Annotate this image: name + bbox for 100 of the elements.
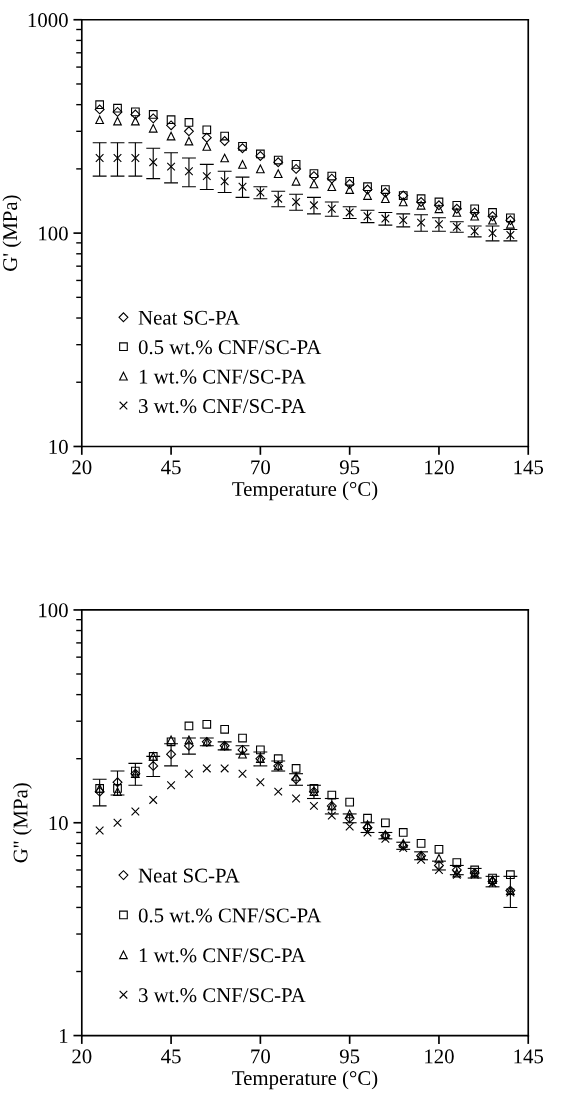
point — [416, 838, 426, 848]
point — [95, 100, 105, 110]
point — [488, 215, 497, 225]
point — [291, 176, 301, 186]
x-tick-label: 70 — [251, 1049, 270, 1064]
point — [380, 187, 391, 198]
point — [381, 214, 390, 223]
point — [327, 790, 337, 800]
point — [166, 162, 176, 171]
y-axis-title: G'' (MPa) — [12, 783, 32, 863]
point — [148, 760, 159, 771]
point — [130, 116, 140, 126]
point — [184, 735, 194, 745]
point — [309, 179, 319, 189]
point — [202, 141, 212, 151]
point — [291, 794, 301, 803]
point — [95, 826, 105, 835]
x-axis-title: Temperature (°C) — [232, 481, 378, 501]
point — [273, 169, 283, 179]
point — [166, 131, 176, 141]
point — [416, 200, 426, 210]
point — [202, 719, 212, 729]
point — [398, 197, 408, 207]
point — [184, 118, 194, 127]
point — [434, 204, 444, 214]
point — [113, 103, 122, 113]
point — [202, 171, 212, 181]
point — [113, 784, 122, 793]
point — [94, 104, 105, 115]
point — [451, 203, 462, 214]
point — [488, 208, 497, 217]
point — [291, 772, 301, 781]
legend-label: 0.5 wt.% CNF/SC-PA — [138, 908, 322, 923]
x-tick-label: 95 — [339, 1049, 360, 1064]
x-tick-label: 70 — [251, 460, 270, 475]
point — [255, 745, 265, 755]
legend-label: Neat SC-PA — [138, 310, 240, 325]
point — [381, 185, 390, 194]
point — [166, 749, 177, 760]
point — [398, 828, 408, 837]
point — [416, 218, 426, 227]
point — [470, 211, 480, 221]
point — [291, 764, 301, 773]
point — [113, 787, 122, 797]
point — [113, 818, 122, 828]
x-tick-label: 120 — [425, 1049, 454, 1064]
point — [381, 194, 390, 204]
point — [112, 106, 123, 117]
x-tick-label: 20 — [72, 460, 92, 475]
point — [166, 115, 176, 125]
point — [184, 136, 194, 146]
legend-label: 1 wt.% CNF/SC-PA — [139, 369, 306, 384]
point — [201, 132, 212, 143]
point — [273, 754, 283, 764]
point — [166, 120, 177, 131]
point — [238, 182, 247, 192]
point — [452, 200, 462, 210]
point — [148, 123, 158, 133]
x-tick-label: 120 — [425, 460, 454, 475]
point — [202, 125, 212, 135]
point — [184, 166, 194, 176]
point — [309, 784, 319, 793]
point — [238, 749, 247, 759]
point — [345, 809, 355, 819]
y-tick-label: 10 — [49, 816, 68, 831]
point — [363, 191, 372, 200]
y-tick-label: 100 — [39, 226, 68, 241]
point — [434, 197, 444, 207]
point — [381, 818, 390, 828]
point — [434, 854, 444, 863]
point — [220, 764, 230, 773]
point — [470, 204, 480, 214]
legend-label: 3 wt.% CNF/SC-PA — [139, 988, 306, 1003]
legend-label: 1 wt.% CNF/SC-PA — [139, 948, 306, 963]
x-tick-label: 95 — [339, 460, 360, 475]
x-tick-label: 45 — [161, 1049, 181, 1064]
point — [220, 131, 230, 141]
x-tick-label: 45 — [161, 460, 181, 475]
y-tick-label: 10 — [49, 439, 68, 454]
point — [202, 764, 212, 773]
point — [113, 153, 122, 163]
point — [220, 176, 230, 186]
point — [95, 153, 105, 163]
x-tick-label: 20 — [72, 1049, 92, 1064]
point — [291, 197, 301, 207]
point — [255, 164, 265, 174]
point — [148, 110, 158, 119]
point — [166, 780, 176, 790]
point — [94, 786, 105, 797]
point — [220, 724, 230, 734]
point — [219, 136, 230, 147]
point — [220, 153, 230, 163]
legend-label: 0.5 wt.% CNF/SC-PA — [138, 340, 322, 355]
point — [184, 769, 194, 779]
point — [148, 795, 158, 805]
point — [291, 163, 302, 174]
point — [255, 777, 265, 787]
point — [291, 159, 301, 169]
y-tick-label: 100 — [39, 603, 68, 618]
point — [238, 733, 247, 743]
